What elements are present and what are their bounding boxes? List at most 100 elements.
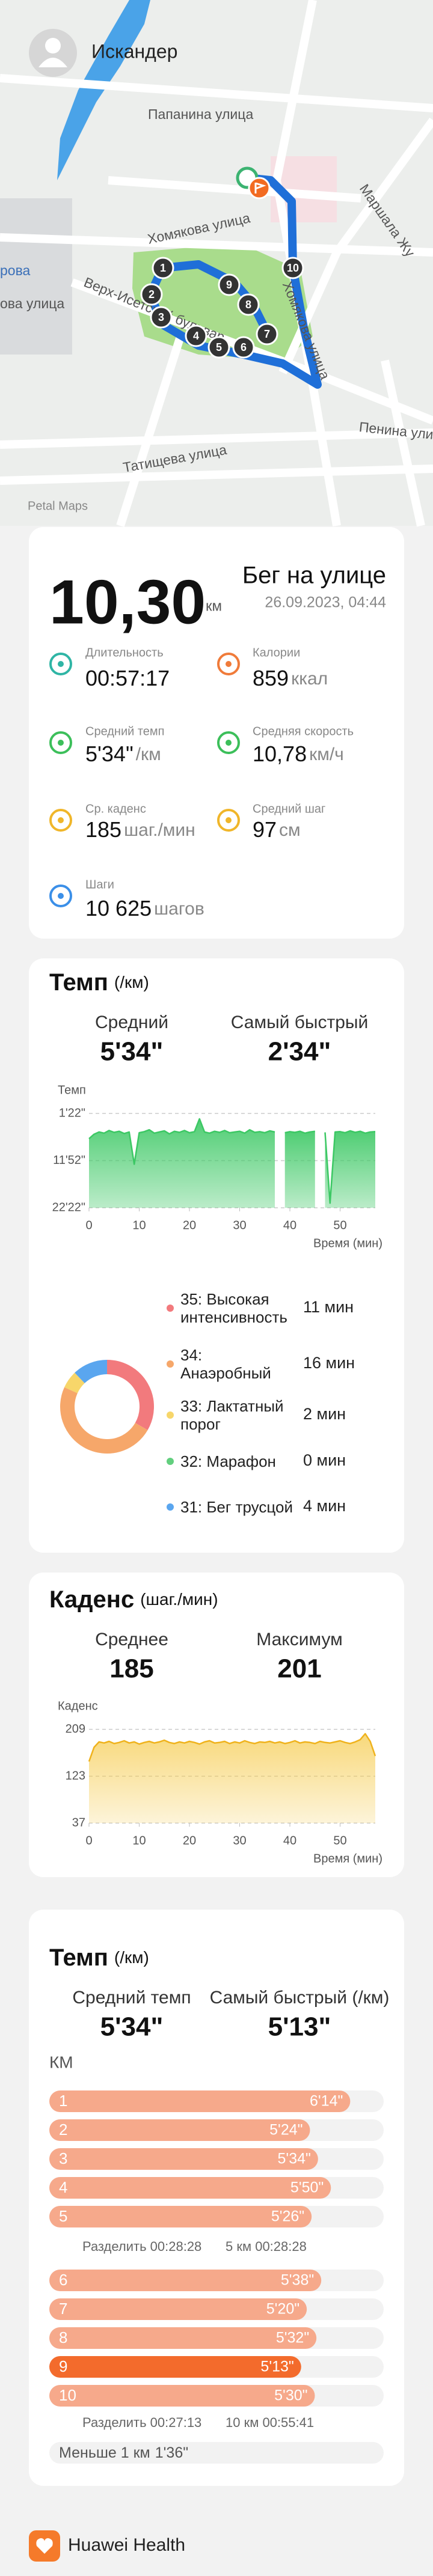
street <box>0 74 433 112</box>
remainder: Меньше 1 км 1'36" <box>59 2444 188 2461</box>
bar-category: 8 <box>59 2328 67 2346</box>
summary-label: Средний <box>95 1012 168 1032</box>
stat-label: Средний темп <box>85 725 165 738</box>
street <box>0 428 433 449</box>
legend-label: 33: Лактатный порог <box>180 1397 284 1433</box>
y-tick-label: 22'22" <box>52 1201 85 1214</box>
bar-value-label: 5'20" <box>266 2301 299 2318</box>
stat-value-part: 859 <box>253 666 289 690</box>
stat-value-part: шаг./мин <box>124 820 195 840</box>
stat-icon-dot <box>58 893 64 899</box>
activity: Бег на улице <box>242 562 386 589</box>
avatar-body <box>38 58 67 67</box>
km-marker-label: 6 <box>241 341 247 353</box>
legend-value: 0 мин <box>303 1451 346 1469</box>
map-attribution: Petal Maps <box>28 499 88 513</box>
donut-segment <box>60 1387 148 1454</box>
split-time: Разделить 00:28:28 <box>82 2239 201 2254</box>
legend-label: 31: Бег трусцой <box>180 1498 293 1516</box>
y-tick-label: 123 <box>66 1769 85 1782</box>
legend-value: 4 мин <box>303 1497 346 1515</box>
bar <box>49 2148 318 2170</box>
bar <box>49 2090 351 2112</box>
stat-icon-dot <box>58 661 64 667</box>
x-tick-label: 0 <box>85 1834 92 1847</box>
street <box>108 176 361 202</box>
km-marker <box>281 257 304 279</box>
bar-category: 4 <box>59 2178 67 2196</box>
stat-icon-dot <box>58 740 64 746</box>
legend-dot <box>167 1411 174 1419</box>
summary-value: 5'34" <box>100 1037 164 1067</box>
x-axis-label: Время (мин) <box>313 1852 382 1865</box>
bar-value-label: 5'38" <box>281 2272 314 2289</box>
stat-value-part: км/ч <box>309 744 344 764</box>
y-tick-label: 11'52" <box>53 1154 85 1167</box>
split-time: Разделить 00:27:13 <box>82 2415 201 2430</box>
x-tick-label: 30 <box>233 1834 246 1847</box>
card-title-part: Темп <box>49 969 108 996</box>
stat-label: Средняя скорость <box>253 725 354 738</box>
river <box>57 0 150 180</box>
bar-value-label: 6'14" <box>310 2093 343 2110</box>
column-header: КМ <box>49 2053 73 2071</box>
street <box>0 233 433 257</box>
bar <box>49 2327 317 2349</box>
bar <box>49 2356 301 2378</box>
map-label: Папанина улица <box>148 106 253 122</box>
summary-label: Средний темп <box>72 1988 191 2008</box>
bar-category: 7 <box>59 2300 67 2318</box>
area-fill <box>284 1131 315 1208</box>
stat-value: 5'34"/км <box>85 741 161 766</box>
avatar-head <box>45 38 61 53</box>
summary-value: 201 <box>277 1654 321 1684</box>
y-tick-label: 37 <box>72 1816 85 1829</box>
km-marker-label: 3 <box>158 311 164 323</box>
x-tick-label: 40 <box>283 1834 296 1847</box>
donut-segment <box>75 1360 108 1384</box>
x-tick-label: 20 <box>183 1834 196 1847</box>
km-marker <box>232 336 255 359</box>
bar-value-label: 5'26" <box>271 2208 304 2225</box>
stat-label: Ср. каденс <box>85 802 146 815</box>
series-line <box>284 1130 315 1134</box>
area-fill <box>89 1734 375 1823</box>
legend-dot <box>167 1503 174 1511</box>
legend-value: 16 мин <box>303 1354 355 1372</box>
bar-value-label: 5'13" <box>260 2358 293 2375</box>
bar-category: 10 <box>59 2386 76 2404</box>
stat-label: Калории <box>253 646 300 659</box>
stat-value-part: см <box>279 820 301 840</box>
map-block <box>0 198 72 355</box>
stat-value-part: шагов <box>154 899 204 919</box>
bar-value-label: 5'24" <box>269 2122 302 2139</box>
stat-value-part: 10,78 <box>253 741 307 766</box>
stat-value-part: ккал <box>291 669 328 689</box>
stat-icon <box>217 731 240 754</box>
stat-icon <box>49 885 72 907</box>
app-name: Huawei Health <box>68 2535 185 2555</box>
stat-value-part: 97 <box>253 817 277 842</box>
stat-value-part: 185 <box>85 817 121 842</box>
card-title-part: (/км) <box>114 1948 149 1967</box>
bar <box>49 2298 307 2320</box>
area-fill <box>89 1119 275 1208</box>
bar <box>49 2119 310 2141</box>
card-title: Темп (/км) <box>49 1944 149 1971</box>
x-tick-label: 20 <box>183 1219 196 1232</box>
legend-value: 2 мин <box>303 1405 346 1423</box>
bar <box>49 2206 312 2227</box>
bar-value-label: 5'30" <box>274 2387 307 2404</box>
stat-icon-dot <box>226 740 232 746</box>
bar-category: 5 <box>59 2207 67 2225</box>
stat-icon <box>49 809 72 832</box>
km-marker <box>150 306 173 329</box>
legend-dot <box>167 1305 174 1312</box>
split-cumulative: 5 км 00:28:28 <box>226 2239 307 2254</box>
bar-value-label: 5'34" <box>278 2151 311 2167</box>
summary-label: Среднее <box>95 1630 168 1649</box>
summary-value: 2'34" <box>268 1037 331 1067</box>
remainder-part: Меньше 1 км <box>59 2444 150 2461</box>
street <box>0 464 433 485</box>
stat-value: 859 ккал <box>253 666 328 690</box>
